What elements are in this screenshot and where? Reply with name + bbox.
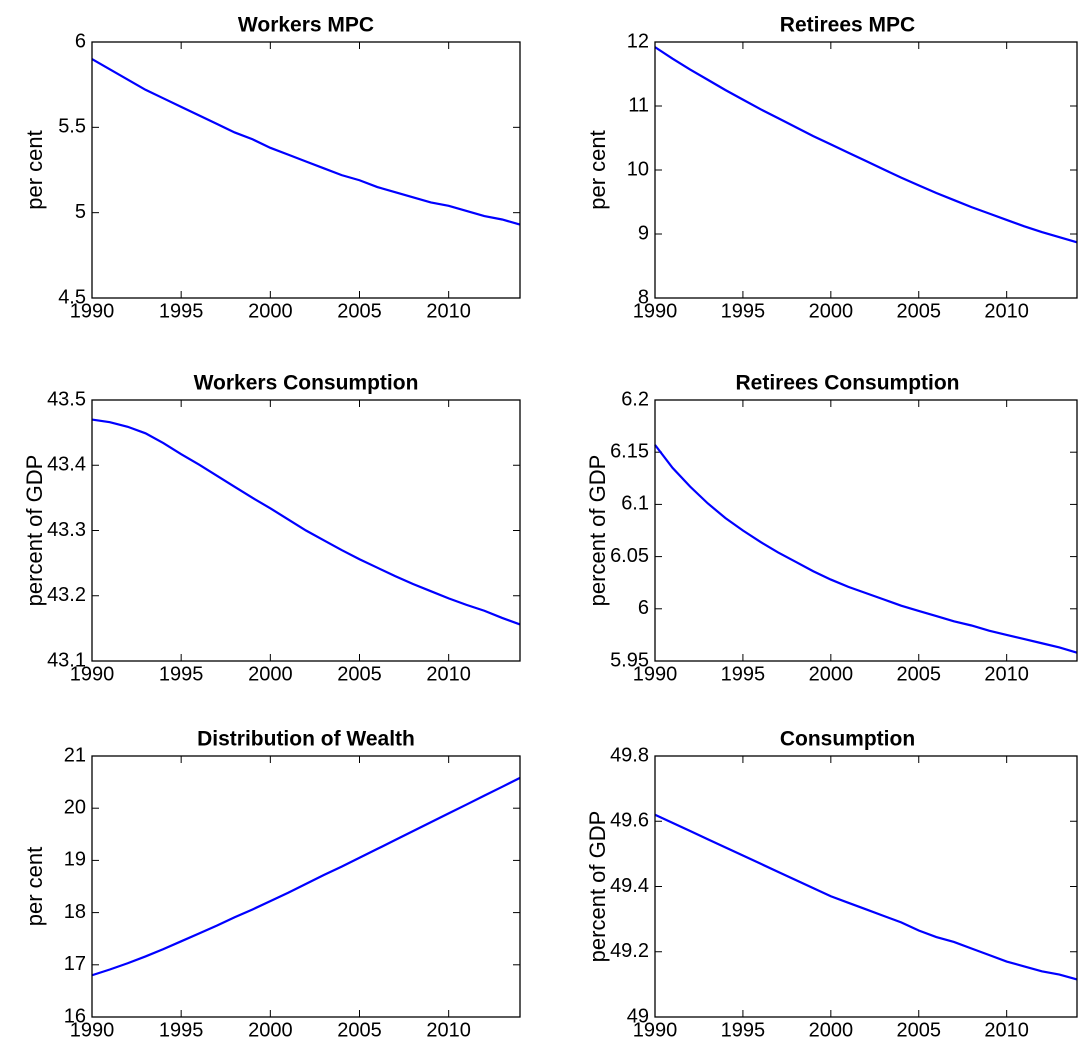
x-tick-label: 1995: [159, 663, 204, 685]
y-tick-label: 20: [64, 796, 86, 818]
axes-box: [91, 399, 521, 662]
axes-box: [654, 41, 1078, 299]
y-tick-label: 6.1: [621, 493, 649, 515]
y-tick-label: 6: [75, 30, 86, 52]
y-tick-label: 6.05: [610, 545, 649, 567]
y-tick-label: 43.3: [47, 519, 86, 541]
x-tick-label: 2000: [809, 300, 854, 322]
subplot: Retirees Consumption percent of GDP 5.95 6 6…: [585, 372, 1078, 685]
subplot: Retirees MPC per cent 8 9 10 11 12 1990 1995 2000…: [585, 14, 1078, 322]
x-tick-label: 2005: [897, 663, 942, 685]
subplot-title: Workers MPC: [238, 14, 374, 37]
x-tick-label: 2005: [337, 1019, 382, 1041]
y-axis-label: per cent: [22, 847, 47, 927]
y-tick-label: 49: [627, 1005, 649, 1027]
x-tick-label: 1990: [70, 1019, 115, 1041]
x-tick-label: 1995: [159, 300, 204, 322]
y-tick-label: 4.5: [58, 286, 86, 308]
subplot-title: Distribution of Wealth: [197, 728, 415, 751]
data-line: [654, 813, 1078, 981]
axes-box: [654, 755, 1078, 1018]
y-tick-label: 43.1: [47, 649, 86, 671]
y-tick-label: 12: [627, 30, 649, 52]
x-tick-label: 2010: [984, 663, 1029, 685]
data-line: [91, 58, 521, 226]
x-tick-label: 1995: [159, 1019, 204, 1041]
x-tick-label: 2010: [984, 1019, 1029, 1041]
y-tick-label: 10: [627, 158, 649, 180]
x-tick-label: 1990: [633, 663, 678, 685]
y-tick-label: 49.2: [610, 940, 649, 962]
y-tick-label: 43.2: [47, 584, 86, 606]
y-tick-label: 43.5: [47, 388, 86, 410]
y-tick-label: 21: [64, 744, 86, 766]
y-tick-label: 9: [638, 222, 649, 244]
axes-box: [654, 399, 1078, 662]
data-line: [654, 444, 1078, 654]
y-tick-label: 49.6: [610, 810, 649, 832]
y-tick-label: 18: [64, 901, 86, 923]
y-tick-label: 6: [638, 597, 649, 619]
y-tick-label: 6.15: [610, 440, 649, 462]
subplot: Consumption percent of GDP 49 49.2 49.4 49.6 4…: [585, 728, 1078, 1041]
y-tick-label: 49.4: [610, 875, 649, 897]
axes-box: [91, 755, 521, 1018]
x-tick-label: 2010: [426, 1019, 471, 1041]
x-tick-label: 2000: [248, 1019, 293, 1041]
y-axis-label: per cent: [585, 130, 610, 210]
subplot-title: Retirees MPC: [780, 14, 915, 37]
y-tick-label: 16: [64, 1005, 86, 1027]
x-tick-label: 2005: [337, 663, 382, 685]
subplot: Workers Consumption percent of GDP 43.1 43.…: [22, 372, 521, 685]
y-tick-label: 8: [638, 286, 649, 308]
y-tick-label: 49.8: [610, 744, 649, 766]
y-tick-label: 6.2: [621, 388, 649, 410]
x-tick-label: 2000: [248, 300, 293, 322]
x-tick-label: 2000: [809, 1019, 854, 1041]
subplot-title: Retirees Consumption: [735, 372, 959, 395]
x-tick-label: 1995: [721, 1019, 766, 1041]
y-tick-label: 17: [64, 953, 86, 975]
y-axis-label: percent of GDP: [22, 455, 47, 607]
y-tick-label: 11: [628, 94, 649, 116]
subplot: Distribution of Wealth per cent 16 17 18 19 20…: [22, 728, 521, 1041]
x-tick-label: 2005: [897, 1019, 942, 1041]
axes-box: [91, 41, 521, 299]
x-tick-label: 2005: [897, 300, 942, 322]
y-tick-label: 43.4: [47, 454, 86, 476]
subplot-title: Consumption: [780, 728, 915, 751]
y-axis-label: per cent: [22, 130, 47, 210]
x-tick-label: 2005: [337, 300, 382, 322]
x-tick-label: 1990: [70, 300, 115, 322]
data-line: [91, 776, 521, 977]
data-line: [654, 46, 1078, 244]
subplot: Workers MPC per cent 4.5 5 5.5 6 1990 1995 2000 2…: [22, 14, 521, 322]
y-axis-label: percent of GDP: [585, 811, 610, 963]
y-tick-label: 19: [64, 849, 86, 871]
y-tick-label: 5.95: [610, 649, 649, 671]
x-tick-label: 2000: [809, 663, 854, 685]
x-tick-label: 2010: [984, 300, 1029, 322]
y-tick-label: 5.5: [58, 116, 86, 138]
x-tick-label: 2010: [426, 300, 471, 322]
x-tick-label: 1990: [633, 1019, 678, 1041]
data-line: [91, 418, 521, 626]
x-tick-label: 2000: [248, 663, 293, 685]
subplot-title: Workers Consumption: [194, 372, 419, 395]
x-tick-label: 1990: [70, 663, 115, 685]
x-tick-label: 2010: [426, 663, 471, 685]
x-tick-label: 1990: [633, 300, 678, 322]
y-tick-label: 5: [75, 201, 86, 223]
x-tick-label: 1995: [721, 300, 766, 322]
x-tick-label: 1995: [721, 663, 766, 685]
y-axis-label: percent of GDP: [585, 455, 610, 607]
